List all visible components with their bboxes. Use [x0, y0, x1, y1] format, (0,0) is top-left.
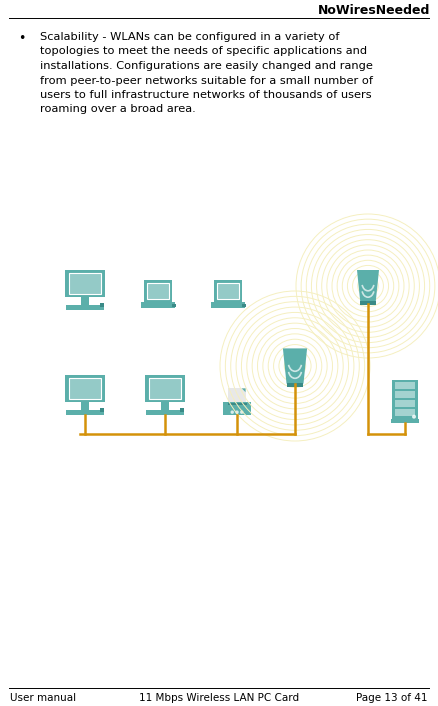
- Bar: [149, 378, 181, 400]
- Bar: [69, 378, 101, 400]
- Bar: [147, 283, 169, 299]
- Text: NoWiresNeeded: NoWiresNeeded: [318, 4, 430, 16]
- Bar: [146, 409, 184, 415]
- Bar: [217, 283, 239, 299]
- Bar: [65, 270, 105, 297]
- Bar: [145, 375, 185, 402]
- Bar: [66, 305, 104, 310]
- Circle shape: [240, 411, 243, 413]
- Bar: [69, 273, 101, 294]
- Bar: [223, 402, 251, 415]
- Polygon shape: [357, 270, 379, 302]
- Bar: [286, 383, 304, 387]
- Bar: [229, 388, 246, 402]
- Polygon shape: [283, 348, 307, 383]
- Text: User manual: User manual: [10, 693, 76, 703]
- Bar: [395, 409, 415, 416]
- Bar: [392, 380, 417, 419]
- Circle shape: [231, 411, 233, 413]
- Bar: [227, 402, 247, 405]
- Bar: [141, 302, 175, 308]
- Bar: [391, 419, 420, 423]
- Bar: [147, 283, 169, 299]
- Text: users to full infrastructure networks of thousands of users: users to full infrastructure networks of…: [40, 90, 371, 100]
- Bar: [69, 273, 101, 294]
- Text: topologies to meet the needs of specific applications and: topologies to meet the needs of specific…: [40, 47, 367, 56]
- Polygon shape: [242, 388, 246, 393]
- Bar: [100, 303, 104, 307]
- Bar: [69, 378, 101, 400]
- Bar: [81, 402, 88, 409]
- Bar: [66, 409, 104, 415]
- Text: roaming over a broad area.: roaming over a broad area.: [40, 104, 196, 114]
- Bar: [81, 297, 88, 305]
- Bar: [144, 280, 172, 302]
- Bar: [149, 378, 181, 400]
- Bar: [65, 375, 105, 402]
- Bar: [172, 304, 176, 307]
- Bar: [360, 301, 376, 305]
- Circle shape: [236, 411, 238, 413]
- Bar: [214, 280, 242, 302]
- Circle shape: [413, 415, 415, 418]
- Bar: [217, 283, 239, 299]
- Text: •: •: [18, 32, 25, 45]
- Text: installations. Configurations are easily changed and range: installations. Configurations are easily…: [40, 61, 373, 71]
- Text: 11 Mbps Wireless LAN PC Card: 11 Mbps Wireless LAN PC Card: [139, 693, 299, 703]
- Bar: [211, 302, 245, 308]
- Bar: [395, 400, 415, 407]
- Bar: [100, 408, 104, 412]
- Text: Scalability - WLANs can be configured in a variety of: Scalability - WLANs can be configured in…: [40, 32, 339, 42]
- Text: Page 13 of 41: Page 13 of 41: [357, 693, 428, 703]
- Text: from peer-to-peer networks suitable for a small number of: from peer-to-peer networks suitable for …: [40, 76, 373, 85]
- Bar: [161, 402, 169, 409]
- Bar: [395, 383, 415, 389]
- Bar: [242, 304, 246, 307]
- Bar: [180, 408, 184, 412]
- Bar: [395, 392, 415, 397]
